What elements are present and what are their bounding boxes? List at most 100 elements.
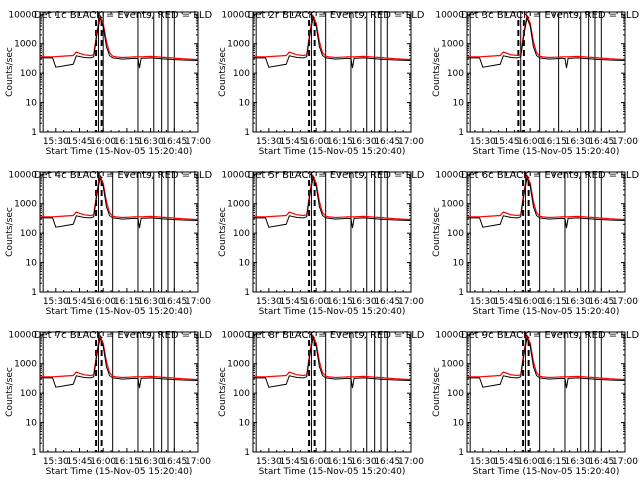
- x-tick-label: 17:00: [185, 297, 211, 307]
- lld-series-line: [467, 13, 626, 61]
- lld-series-line: [467, 333, 626, 381]
- lld-series-line: [40, 13, 199, 61]
- x-tick-label: 15:45: [280, 457, 306, 467]
- lld-series-line: [253, 333, 412, 381]
- x-tick-label: 15:45: [494, 137, 520, 147]
- events-series-line: [467, 336, 626, 389]
- y-tick-label: 10000: [8, 10, 37, 20]
- x-tick-label: 16:00: [517, 137, 543, 147]
- panel-title: Det 3c BLACK = Events, RED = LLD: [461, 10, 640, 21]
- x-tick-label: 15:30: [256, 297, 282, 307]
- x-tick-label: 15:45: [67, 137, 93, 147]
- x-tick-label: 17:00: [612, 137, 638, 147]
- y-axis-label: Counts/sec: [5, 47, 15, 97]
- x-tick-label: 17:00: [612, 297, 638, 307]
- y-tick-label: 10: [239, 99, 251, 109]
- panel-title: Det 4c BLACK = Events, RED = LLD: [34, 170, 213, 181]
- detector-panel: 1 10 100 1000 10000 15:3015:4516:0016:1516:30…: [218, 170, 425, 317]
- y-tick-label: 100: [233, 69, 250, 79]
- panel-title: Det 2r BLACK = Events, RED = LLD: [248, 10, 425, 21]
- x-tick-label: 15:45: [494, 297, 520, 307]
- y-tick-label: 10000: [435, 170, 464, 180]
- x-tick-label: 16:15: [541, 457, 567, 467]
- y-tick-label: 1: [244, 288, 250, 298]
- y-tick-label: 10: [453, 99, 465, 109]
- x-tick-label: 16:00: [90, 137, 116, 147]
- x-tick-label: 15:30: [256, 137, 282, 147]
- x-axis-label: Start Time (15-Nov-05 15:20:40): [46, 467, 193, 477]
- y-tick-label: 100: [233, 389, 250, 399]
- x-tick-label: 17:00: [398, 137, 424, 147]
- x-tick-label: 16:15: [114, 297, 140, 307]
- panel-title: Det 5r BLACK = Events, RED = LLD: [248, 170, 425, 181]
- y-axis-label: Counts/sec: [218, 207, 228, 257]
- y-tick-label: 10: [26, 259, 38, 269]
- x-tick-label: 16:15: [114, 457, 140, 467]
- x-tick-label: 16:15: [114, 137, 140, 147]
- events-series-line: [467, 16, 626, 69]
- x-tick-label: 16:15: [541, 297, 567, 307]
- x-tick-label: 15:30: [470, 137, 496, 147]
- x-tick-label: 16:30: [138, 297, 164, 307]
- y-tick-label: 1: [244, 448, 250, 458]
- x-tick-label: 16:15: [327, 297, 353, 307]
- x-tick-label: 15:30: [256, 457, 282, 467]
- x-tick-label: 15:45: [67, 297, 93, 307]
- x-axis-label: Start Time (15-Nov-05 15:20:40): [259, 467, 406, 477]
- x-tick-label: 16:30: [351, 137, 377, 147]
- panel-title: Det 6c BLACK = Events, RED = LLD: [461, 170, 640, 181]
- y-tick-label: 1: [458, 128, 464, 138]
- y-tick-label: 10000: [221, 330, 250, 340]
- x-tick-label: 16:00: [303, 297, 329, 307]
- detector-panel: 1 10 100 1000 10000 15:3015:4516:0016:1516:30…: [432, 170, 639, 317]
- x-tick-label: 16:30: [138, 137, 164, 147]
- y-tick-label: 10: [453, 419, 465, 429]
- x-tick-label: 15:45: [280, 137, 306, 147]
- x-tick-label: 16:45: [374, 137, 400, 147]
- x-tick-label: 16:00: [517, 457, 543, 467]
- detector-panel: 1 10 100 1000 10000 15:3015:4516:0016:1516:30…: [218, 330, 425, 477]
- y-tick-label: 1: [31, 128, 37, 138]
- detector-panel: 1 10 100 1000 10000 15:3015:4516:0016:1516:30…: [432, 10, 639, 157]
- x-axis-label: Start Time (15-Nov-05 15:20:40): [46, 307, 193, 317]
- y-tick-label: 1000: [14, 200, 37, 210]
- y-axis-label: Counts/sec: [432, 207, 442, 257]
- y-tick-label: 1000: [227, 360, 250, 370]
- y-axis-label: Counts/sec: [432, 367, 442, 417]
- y-tick-label: 1000: [227, 200, 250, 210]
- detector-panel: 1 10 100 1000 10000 15:3015:4516:0016:1516:30…: [218, 10, 425, 157]
- y-tick-label: 10: [453, 259, 465, 269]
- y-tick-label: 1: [458, 448, 464, 458]
- x-tick-label: 16:30: [351, 457, 377, 467]
- y-axis-label: Counts/sec: [218, 367, 228, 417]
- x-tick-label: 16:30: [565, 137, 591, 147]
- x-tick-label: 16:00: [90, 297, 116, 307]
- x-tick-label: 16:00: [517, 297, 543, 307]
- panel-title: Det 8r BLACK = Events, RED = LLD: [248, 330, 425, 341]
- x-tick-label: 15:30: [43, 297, 69, 307]
- events-series-line: [40, 16, 199, 69]
- y-axis-label: Counts/sec: [432, 47, 442, 97]
- y-axis-label: Counts/sec: [218, 47, 228, 97]
- x-axis-label: Start Time (15-Nov-05 15:20:40): [46, 147, 193, 157]
- x-tick-label: 16:00: [90, 457, 116, 467]
- detector-panel: 1 10 100 1000 10000 15:3015:4516:0016:1516:30…: [5, 330, 212, 477]
- x-tick-label: 16:45: [588, 137, 614, 147]
- y-tick-label: 100: [20, 229, 37, 239]
- x-tick-label: 16:00: [303, 137, 329, 147]
- x-tick-label: 16:45: [374, 297, 400, 307]
- x-tick-label: 16:15: [541, 137, 567, 147]
- x-tick-label: 16:15: [327, 457, 353, 467]
- x-axis-label: Start Time (15-Nov-05 15:20:40): [473, 467, 620, 477]
- lld-series-line: [40, 173, 199, 221]
- x-tick-label: 16:00: [303, 457, 329, 467]
- lld-series-line: [253, 173, 412, 221]
- y-tick-label: 10: [26, 99, 38, 109]
- x-tick-label: 15:30: [470, 457, 496, 467]
- x-tick-label: 16:30: [565, 457, 591, 467]
- events-series-line: [253, 336, 412, 389]
- y-tick-label: 1000: [227, 40, 250, 50]
- y-tick-label: 10000: [435, 10, 464, 20]
- y-tick-label: 10000: [8, 170, 37, 180]
- events-series-line: [253, 176, 412, 229]
